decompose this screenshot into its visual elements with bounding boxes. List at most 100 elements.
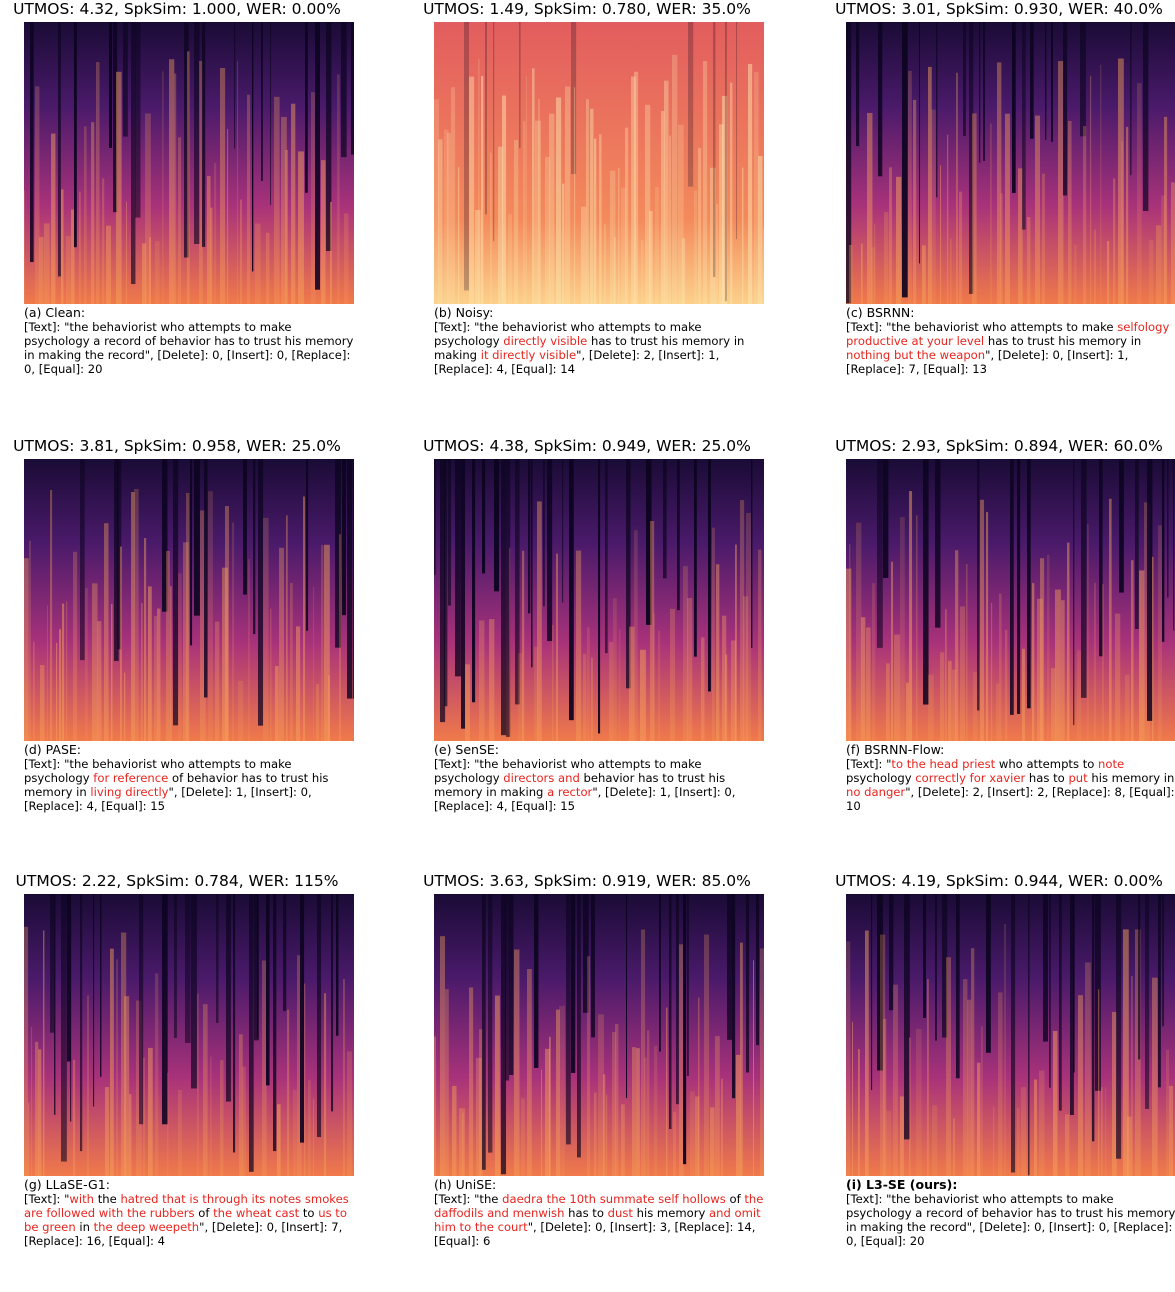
spectrogram-band [308, 1079, 311, 1176]
spectrogram-band [313, 1098, 315, 1176]
panel-header: UTMOS: 4.32, SpkSim: 1.000, WER: 0.00% [13, 0, 341, 18]
spectrogram-band [1098, 989, 1100, 1176]
spectrogram-band [562, 459, 564, 603]
spectrogram-band [900, 1096, 904, 1176]
spectrogram-band [155, 241, 160, 304]
spectrogram-band [317, 894, 322, 1138]
spectrogram-band [591, 657, 593, 741]
spectrogram-band [61, 189, 64, 304]
spectrogram-band [669, 135, 672, 304]
spectrogram-band [518, 652, 524, 741]
spectrogram-band [226, 894, 231, 1102]
spectrogram-band [240, 199, 243, 304]
spectrogram-band [972, 113, 977, 304]
panel-header: UTMOS: 2.22, SpkSim: 0.784, WER: 115% [15, 872, 339, 890]
spectrogram-band [30, 22, 34, 263]
spectrogram-band [732, 894, 736, 1099]
spectrogram-band [475, 210, 481, 304]
spectrogram-band [998, 992, 1003, 1176]
spectrogram-band [569, 459, 574, 721]
spectrogram-band [305, 22, 308, 193]
spectrogram-band [634, 530, 638, 741]
spectrogram-band [283, 894, 287, 1012]
spectrogram-band [29, 540, 31, 741]
spectrogram-band [50, 894, 55, 1033]
spectrogram-band [1021, 1087, 1027, 1176]
spectrogram-band [1053, 1030, 1058, 1176]
spectrogram-band [1040, 558, 1045, 741]
spectrogram-band [452, 1085, 457, 1176]
spectrogram-band [148, 586, 152, 741]
spectrogram-band [144, 538, 147, 741]
spectrogram-band [178, 137, 182, 304]
highlighted-text: and omit him to the court [434, 1206, 761, 1234]
spectrogram-band [1012, 22, 1016, 193]
spectrogram-band [252, 22, 254, 272]
spectrogram-band [641, 240, 644, 304]
spectrogram-band [621, 187, 627, 304]
spectrogram-band [562, 183, 565, 304]
spectrogram-band [746, 894, 750, 1073]
spectrogram-band [846, 22, 852, 304]
spectrogram-band [922, 245, 926, 304]
spectrogram-band [458, 167, 460, 304]
panel-label: (h) UniSE: [434, 1177, 497, 1192]
spectrogram-band [490, 152, 492, 304]
spectrogram-band [549, 1036, 551, 1176]
spectrogram-band [946, 957, 952, 1176]
panel-label: (b) Noisy: [434, 305, 494, 320]
spectrogram-band [1011, 894, 1016, 1173]
spectrogram-band [121, 932, 127, 1176]
spectrogram-band [889, 894, 894, 1011]
spectrogram-band [650, 520, 655, 741]
spectrogram-band [61, 894, 67, 1162]
spectrogram-band [590, 108, 594, 304]
spectrogram-band [35, 1041, 39, 1176]
caption-text: [Text]: "the behaviorist who attempts to… [846, 320, 1118, 334]
spectrogram-band [923, 894, 926, 1018]
spectrogram-band [605, 459, 608, 654]
spectrogram-band [1061, 600, 1065, 741]
spectrogram-band [44, 223, 50, 304]
spectrogram-band [155, 973, 159, 1176]
spectrogram-band [963, 22, 966, 137]
spectrogram-band [1113, 178, 1116, 304]
spectrogram-band [1131, 975, 1133, 1176]
spectrogram-band [261, 22, 263, 181]
spectrogram-band [116, 959, 119, 1176]
spectrogram-band [618, 167, 620, 304]
spectrogram-band [1051, 668, 1056, 741]
spectrogram-band [174, 894, 177, 1038]
spectrogram-band [1102, 584, 1104, 741]
spectrogram [434, 894, 764, 1176]
panel: UTMOS: 4.38, SpkSim: 0.949, WER: 25.0% (e… [412, 437, 764, 857]
caption-text: has to [564, 1206, 608, 1220]
spectrogram-band [270, 22, 272, 205]
highlighted-text: to the head priest [891, 757, 996, 771]
spectrogram-band [1081, 459, 1087, 698]
spectrogram-bg [846, 22, 1175, 304]
spectrogram-band [710, 167, 716, 304]
spectrogram-band [923, 459, 929, 705]
spectrogram-band [149, 237, 152, 304]
spectrogram-band [131, 492, 135, 741]
spectrogram-band [694, 190, 698, 304]
spectrogram-band [24, 558, 29, 741]
spectrogram-band [698, 997, 700, 1176]
spectrogram-band [328, 675, 330, 741]
spectrogram-band [59, 629, 62, 741]
caption-text: ", [Delete]: 2, [Insert]: 2, [Replace]: … [846, 785, 1175, 813]
highlighted-text: nothing but the weapon [846, 348, 986, 362]
spectrogram-band [715, 1036, 720, 1176]
caption-text: has to trust his memory in making [434, 334, 745, 362]
spectrogram-band [986, 894, 991, 1053]
highlighted-text: the deep weepeth [93, 1220, 200, 1234]
spectrogram-band [967, 999, 972, 1176]
spectrogram-band [300, 894, 305, 1143]
highlighted-text: living directly [90, 785, 169, 799]
spectrogram-band [1035, 115, 1041, 304]
spectrogram-band [727, 894, 733, 1040]
spectrogram-band [891, 561, 894, 741]
spectrogram-band [287, 1009, 290, 1176]
caption-text: in [75, 1220, 94, 1234]
